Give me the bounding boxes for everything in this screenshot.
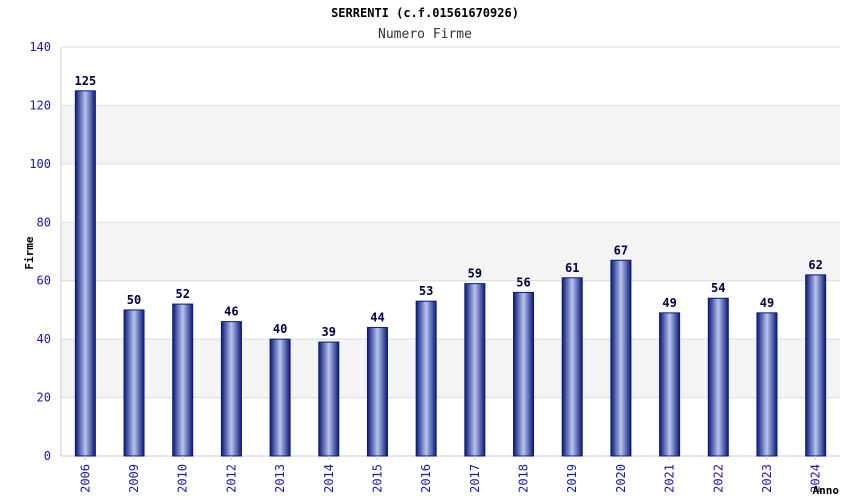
data-label: 53 (419, 284, 433, 298)
bar (172, 303, 194, 457)
x-axis-ticks: 2006 2009 2010 2012 2013 2014 2015 2016 2017 2018… (78, 456, 823, 493)
y-axis-ticks: 0 20 40 60 80 100 120 140 (29, 40, 51, 463)
x-tick-label: 2015 (370, 464, 384, 493)
bar (659, 312, 681, 457)
x-tick-label: 2021 (663, 464, 677, 493)
data-label: 54 (711, 281, 725, 295)
data-label: 52 (175, 287, 189, 301)
data-label: 49 (760, 296, 774, 310)
x-tick-label: 2019 (565, 464, 579, 493)
x-tick-label: 2023 (760, 464, 774, 493)
x-tick-label: 2006 (78, 464, 92, 493)
y-tick-label: 60 (37, 274, 51, 288)
bar (805, 274, 827, 457)
data-label: 49 (662, 296, 676, 310)
bar (756, 312, 778, 457)
bar (707, 297, 729, 457)
bars (74, 90, 827, 457)
data-label: 44 (370, 310, 384, 324)
x-tick-label: 2024 (809, 464, 823, 493)
x-tick-label: 2018 (517, 464, 531, 493)
x-tick-label: 2016 (419, 464, 433, 493)
data-label: 40 (273, 322, 287, 336)
bar (269, 338, 291, 457)
bar (610, 259, 632, 457)
chart-title: SERRENTI (c.f.01561670926) (331, 6, 519, 20)
data-label: 50 (127, 293, 141, 307)
bar (74, 90, 96, 457)
chart-subtitle: Numero Firme (378, 27, 472, 42)
x-tick-label: 2014 (322, 464, 336, 493)
bar (513, 291, 535, 457)
y-tick-label: 20 (37, 391, 51, 405)
x-tick-label: 2009 (127, 464, 141, 493)
data-label: 62 (808, 258, 822, 272)
data-label: 39 (322, 325, 336, 339)
y-axis-label: Firme (23, 236, 36, 269)
y-tick-label: 100 (29, 157, 51, 171)
x-tick-label: 2010 (176, 464, 190, 493)
y-tick-label: 120 (29, 98, 51, 112)
grid-band (61, 222, 840, 281)
data-label: 46 (224, 305, 238, 319)
data-label: 61 (565, 261, 579, 275)
x-axis-label: Anno (813, 484, 840, 497)
bar (366, 326, 388, 457)
data-labels: 125 50 52 46 40 39 44 53 59 56 61 67 49 54 49 62 (75, 74, 823, 339)
x-tick-label: 2013 (273, 464, 287, 493)
data-label: 59 (468, 267, 482, 281)
bar (318, 341, 340, 457)
x-tick-label: 2017 (468, 464, 482, 493)
x-tick-label: 2020 (614, 464, 628, 493)
data-label: 125 (75, 74, 97, 88)
x-tick-label: 2012 (224, 464, 238, 493)
bar (220, 321, 242, 457)
data-label: 67 (614, 243, 628, 257)
data-label: 56 (516, 275, 530, 289)
bar (561, 277, 583, 457)
bar (123, 309, 145, 457)
y-tick-label: 0 (44, 449, 51, 463)
y-tick-label: 80 (37, 215, 51, 229)
x-tick-label: 2022 (711, 464, 725, 493)
bar (415, 300, 437, 457)
y-tick-label: 40 (37, 332, 51, 346)
bar (464, 283, 486, 457)
y-tick-label: 140 (29, 40, 51, 54)
grid-band (61, 105, 840, 164)
